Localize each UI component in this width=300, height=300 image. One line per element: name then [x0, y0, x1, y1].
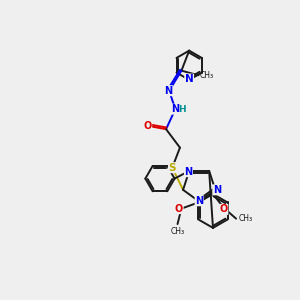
Text: CH₃: CH₃	[170, 227, 184, 236]
Text: N: N	[213, 185, 221, 195]
Text: H: H	[178, 105, 186, 114]
Text: CH₃: CH₃	[199, 71, 213, 80]
Text: N: N	[195, 196, 203, 206]
Text: O: O	[220, 204, 228, 214]
Text: N: N	[164, 86, 172, 96]
Text: N: N	[184, 167, 193, 177]
Text: N: N	[171, 104, 179, 114]
Text: S: S	[169, 163, 176, 173]
Text: CH₃: CH₃	[238, 214, 253, 223]
Text: O: O	[175, 204, 183, 214]
Text: N: N	[185, 74, 194, 84]
Text: O: O	[143, 121, 152, 131]
